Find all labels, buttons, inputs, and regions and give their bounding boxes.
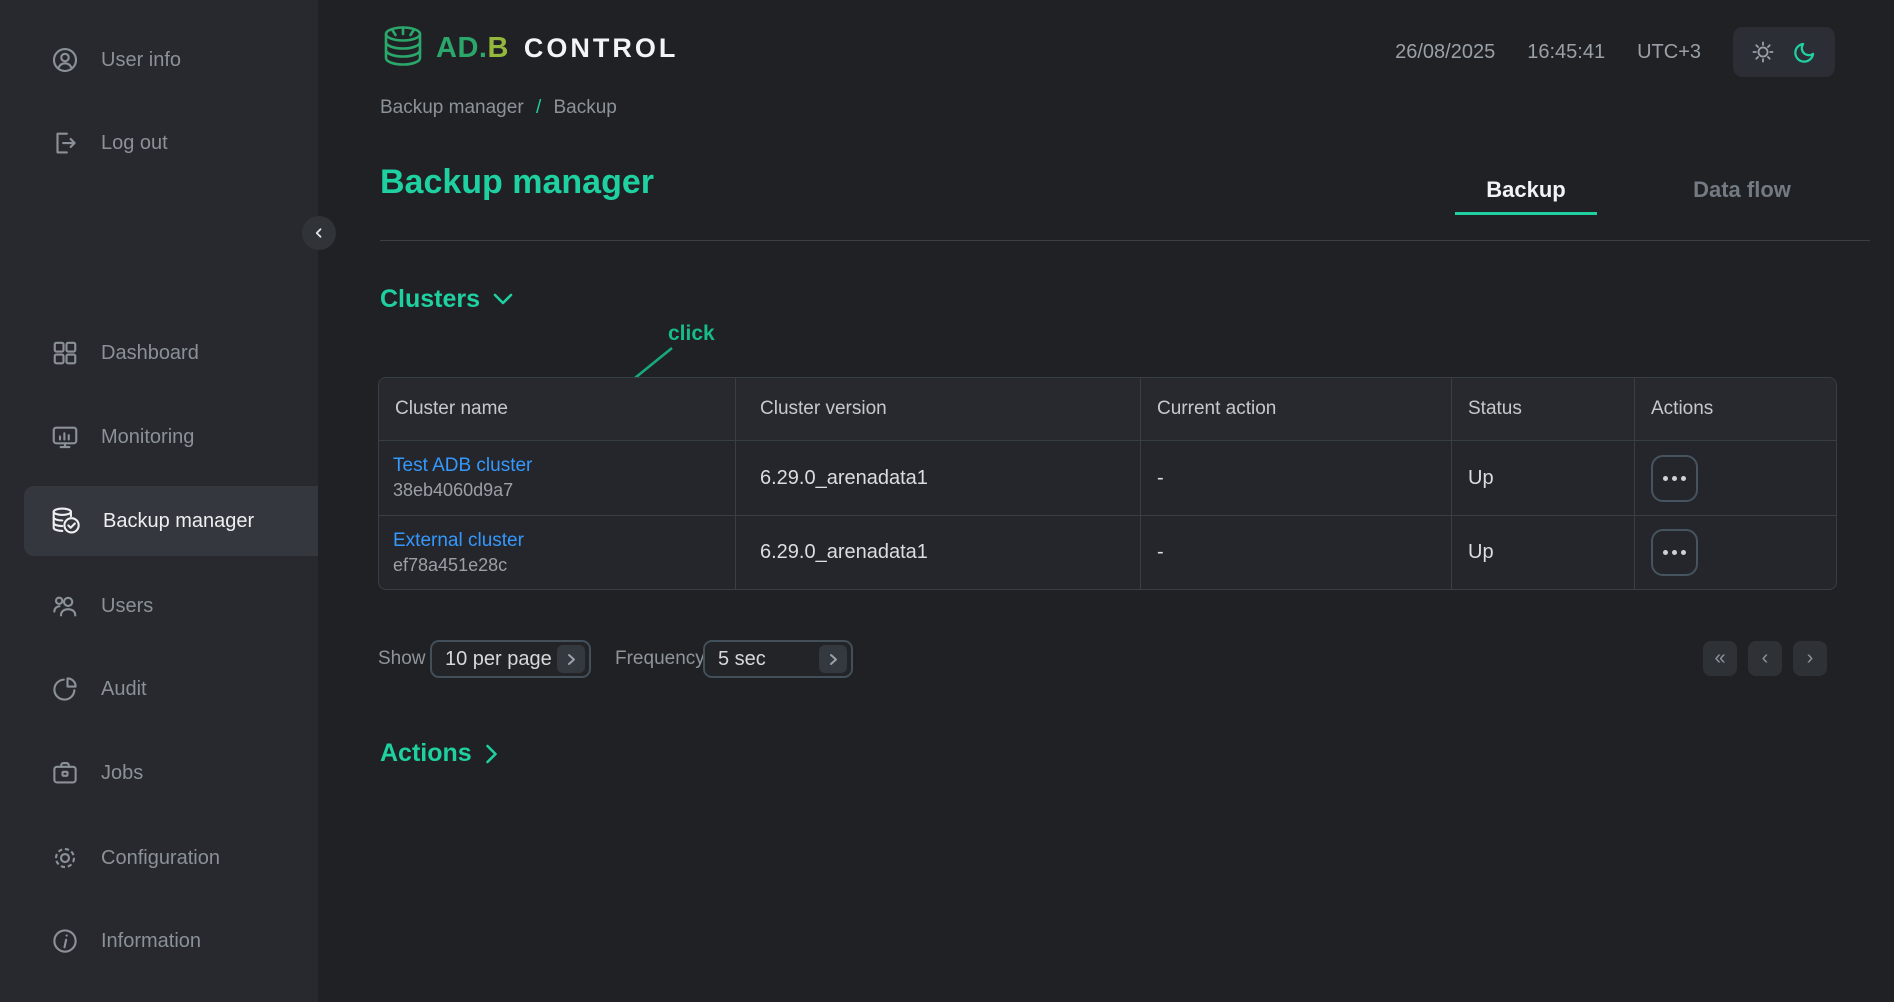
cluster-link[interactable]: External cluster xyxy=(393,529,524,551)
column-header-actions: Actions xyxy=(1635,378,1836,440)
cluster-id: 38eb4060d9a7 xyxy=(393,480,514,500)
moon-icon xyxy=(1794,42,1815,63)
app-logo: AD. B CONTROL xyxy=(380,24,678,72)
pagination-next-button[interactable]: › xyxy=(1793,641,1827,676)
table-row-cell-status: Up xyxy=(1452,515,1635,589)
table-row-cell-status: Up xyxy=(1452,440,1635,515)
column-header-current-action: Current action xyxy=(1141,378,1452,440)
brand-suffix: CONTROL xyxy=(523,32,679,63)
audit-icon xyxy=(53,677,77,701)
database-logo-icon xyxy=(384,26,422,66)
table-row-cell-actions xyxy=(1635,440,1836,515)
table-row-cell-name: External cluster ef78a451e28c xyxy=(379,515,736,589)
table-row-cell-version: 6.29.0_arenadata1 xyxy=(736,515,1141,589)
sidebar-item-user-info[interactable]: User info xyxy=(0,38,318,82)
clusters-table: Cluster name Cluster version Current act… xyxy=(378,377,1837,590)
show-label: Show xyxy=(378,648,426,669)
sidebar-item-log-out[interactable]: Log out xyxy=(0,121,318,165)
sidebar-item-monitoring[interactable]: Monitoring xyxy=(0,415,318,459)
dashboard-icon xyxy=(53,341,77,365)
frequency-value: 5 sec xyxy=(718,647,766,670)
sidebar-item-label: Log out xyxy=(101,131,168,154)
pagination-first-button[interactable]: « xyxy=(1703,641,1737,676)
breadcrumb: Backup manager / Backup xyxy=(380,97,617,119)
page-title: Backup manager xyxy=(380,163,654,201)
table-row-cell-current-action: - xyxy=(1141,440,1452,515)
page-size-value: 10 per page xyxy=(445,647,552,670)
information-icon xyxy=(53,929,77,953)
sun-icon xyxy=(1752,41,1774,63)
sidebar-item-configuration[interactable]: Configuration xyxy=(0,836,318,880)
actions-section-title: Actions xyxy=(380,739,472,767)
cluster-id: ef78a451e28c xyxy=(393,554,508,575)
chevron-left-icon xyxy=(315,228,322,238)
dark-theme-button[interactable] xyxy=(1791,39,1818,66)
tab-backup[interactable]: Backup xyxy=(1455,177,1597,215)
ellipsis-icon xyxy=(1663,550,1668,555)
cluster-link[interactable]: Test ADB cluster xyxy=(393,455,533,476)
sidebar-item-label: Backup manager xyxy=(103,509,255,532)
clusters-section-title: Clusters xyxy=(380,285,481,313)
configuration-icon xyxy=(54,847,76,869)
sidebar-item-label: Dashboard xyxy=(101,341,199,364)
breadcrumb-separator: / xyxy=(535,97,542,118)
row-actions-button[interactable] xyxy=(1651,454,1698,502)
sidebar-item-label: Audit xyxy=(101,677,147,700)
monitoring-icon xyxy=(52,426,78,449)
logout-icon xyxy=(56,132,76,154)
table-row-cell-version: 6.29.0_arenadata1 xyxy=(736,440,1141,515)
light-theme-button[interactable] xyxy=(1750,39,1776,65)
ellipsis-icon xyxy=(1663,475,1668,481)
row-actions-button[interactable] xyxy=(1651,529,1698,576)
select-chevron-chip xyxy=(557,645,585,673)
sidebar-item-label: User info xyxy=(101,48,182,71)
backup-manager-icon xyxy=(52,507,80,534)
sidebar-item-label: Jobs xyxy=(101,761,144,784)
click-annotation: click xyxy=(668,322,715,345)
clock-bar: 26/08/2025 16:45:41 UTC+3 xyxy=(1395,27,1835,77)
sidebar-item-label: Information xyxy=(101,929,202,952)
jobs-icon xyxy=(53,761,77,784)
current-date: 26/08/2025 xyxy=(1395,40,1496,63)
table-row-cell-actions xyxy=(1635,515,1836,589)
sidebar-item-label: Monitoring xyxy=(101,425,195,448)
current-time: 16:45:41 xyxy=(1527,40,1606,63)
breadcrumb-parent[interactable]: Backup manager xyxy=(380,97,524,118)
frequency-label: Frequency xyxy=(615,648,705,669)
chevron-right-icon xyxy=(830,653,837,665)
sidebar-item-label: Users xyxy=(101,594,154,617)
clusters-section-header[interactable]: Clusters xyxy=(380,285,513,314)
user-icon xyxy=(52,47,78,73)
page-size-select[interactable]: 10 per page xyxy=(430,640,591,678)
sidebar-item-users[interactable]: Users xyxy=(0,584,318,628)
actions-section-header[interactable]: Actions xyxy=(380,739,498,768)
breadcrumb-current: Backup xyxy=(553,97,617,118)
chevron-down-icon xyxy=(493,293,513,305)
chevron-right-icon xyxy=(485,744,497,763)
table-row-cell-current-action: - xyxy=(1141,515,1452,589)
sidebar-item-dashboard[interactable]: Dashboard xyxy=(0,331,318,375)
column-header-cluster-version: Cluster version xyxy=(736,378,1141,440)
select-chevron-chip xyxy=(819,645,847,673)
table-row-cell-name: Test ADB cluster 38eb4060d9a7 xyxy=(379,440,736,515)
tab-data-flow[interactable]: Data flow xyxy=(1693,177,1791,202)
users-icon xyxy=(53,596,77,617)
sidebar-item-jobs[interactable]: Jobs xyxy=(0,751,318,795)
header-divider xyxy=(380,240,1870,241)
sidebar-collapse-button[interactable] xyxy=(302,216,336,250)
sidebar-item-backup-manager[interactable]: Backup manager xyxy=(24,486,318,556)
pagination-prev-button[interactable]: ‹ xyxy=(1748,641,1782,676)
frequency-select[interactable]: 5 sec xyxy=(703,640,853,678)
sidebar-item-audit[interactable]: Audit xyxy=(0,667,318,711)
pagination: « ‹ › xyxy=(1703,641,1827,676)
brand-name: AD. B xyxy=(436,31,509,64)
sidebar-item-information[interactable]: Information xyxy=(0,919,318,963)
column-header-cluster-name: Cluster name xyxy=(379,378,736,440)
chevron-right-icon xyxy=(568,653,575,665)
timezone: UTC+3 xyxy=(1637,40,1701,63)
sidebar-item-label: Configuration xyxy=(101,846,220,869)
theme-switcher xyxy=(1733,27,1835,77)
sidebar: User info Log out Dashboard Monitoring B… xyxy=(0,0,318,1002)
column-header-status: Status xyxy=(1452,378,1635,440)
